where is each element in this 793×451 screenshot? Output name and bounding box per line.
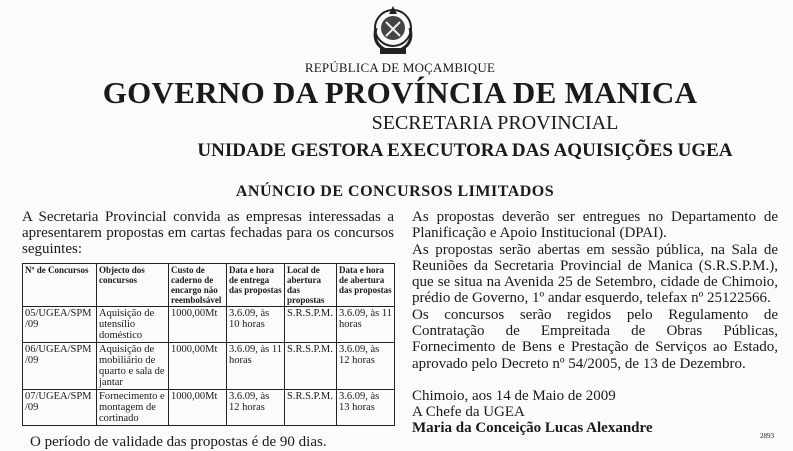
delivery-paragraph: As propostas deverão ser entregues no De… (412, 209, 778, 242)
cell: Fornecimento e montagem de cortinado (96, 389, 169, 426)
unit-heading: UNIDADE GESTORA EXECUTORA DAS AQUISIÇÕES… (197, 140, 733, 161)
government-heading: GOVERNO DA PROVÍNCIA DE MANICA (102, 75, 698, 110)
cell: S.R.S.P.M. (284, 389, 337, 426)
announcement-title: ANÚNCIO DE CONCURSOS LIMITADOS (235, 183, 555, 200)
validity-note: O período de validade das propostas é de… (30, 434, 327, 450)
cell: S.R.S.P.M. (284, 342, 337, 390)
signature-block: Chimoio, aos 14 de Maio de 2009 A Chefe … (412, 388, 778, 436)
cell: Aquisição de mobiliário de quarto e sala… (96, 342, 169, 390)
regulation-paragraph: Os concursos serão regidos pelo Regulame… (412, 306, 778, 372)
header-cell: Custo de caderno de encargo não reembols… (168, 263, 227, 307)
cell: S.R.S.P.M. (284, 306, 337, 343)
cell: 1000,00Mt (168, 306, 227, 343)
signer-name: Maria da Conceição Lucas Alexandre (412, 419, 653, 436)
header-cell: Data e hora de entrega das propostas (226, 263, 285, 307)
cell: 1000,00Mt (168, 389, 227, 426)
cell: 3.6.09, às 11 horas (336, 306, 395, 343)
cell: 3.6.09, às 12 horas (336, 342, 395, 390)
header-cell: Nº de Concursos (22, 263, 97, 307)
cell: 1000,00Mt (168, 342, 227, 390)
cell: 07/UGEA/SPM/09 (22, 389, 97, 426)
header-cell: Data e hora de abertura das propostas (336, 263, 395, 307)
signer-title: A Chefe da UGEA (412, 403, 525, 420)
place-date: Chimoio, aos 14 de Maio de 2009 (412, 387, 616, 404)
cell: Aquisição de utensílio doméstico (96, 306, 169, 343)
cell: 06/UGEA/SPM/09 (22, 342, 97, 390)
table-header-row: Nº de Concursos Objecto dos concursos Cu… (22, 263, 395, 307)
reference-number: 2893 (760, 432, 774, 440)
table-row: 07/UGEA/SPM/09 Fornecimento e montagem d… (22, 389, 395, 426)
cell: 3.6.09, às 11 horas (226, 342, 285, 390)
coat-of-arms-icon (373, 6, 413, 54)
table-row: 05/UGEA/SPM/09 Aquisição de utensílio do… (22, 306, 395, 343)
cell: 3.6.09, às 10 horas (226, 306, 285, 343)
cell: 05/UGEA/SPM/09 (22, 306, 97, 343)
opening-paragraph: As propostas serão abertas em sessão púb… (412, 241, 778, 307)
secretariat-heading: SECRETARIA PROVINCIAL (371, 112, 619, 134)
table-row: 06/UGEA/SPM/09 Aquisição de mobiliário d… (22, 342, 395, 390)
republic-heading: REPÚBLICA DE MOÇAMBIQUE (304, 60, 496, 75)
cell: 3.6.09, às 13 horas (336, 389, 395, 426)
right-column: As propostas deverão ser entregues no De… (412, 209, 778, 436)
header-cell: Objecto dos concursos (96, 263, 169, 307)
intro-paragraph: A Secretaria Provincial convida as empre… (22, 209, 394, 257)
cell: 3.6.09, às 12 horas (226, 389, 285, 426)
tenders-table: Nº de Concursos Objecto dos concursos Cu… (22, 263, 395, 426)
left-column: A Secretaria Provincial convida as empre… (22, 209, 395, 451)
header-cell: Local de abertura das propostas (284, 263, 337, 307)
